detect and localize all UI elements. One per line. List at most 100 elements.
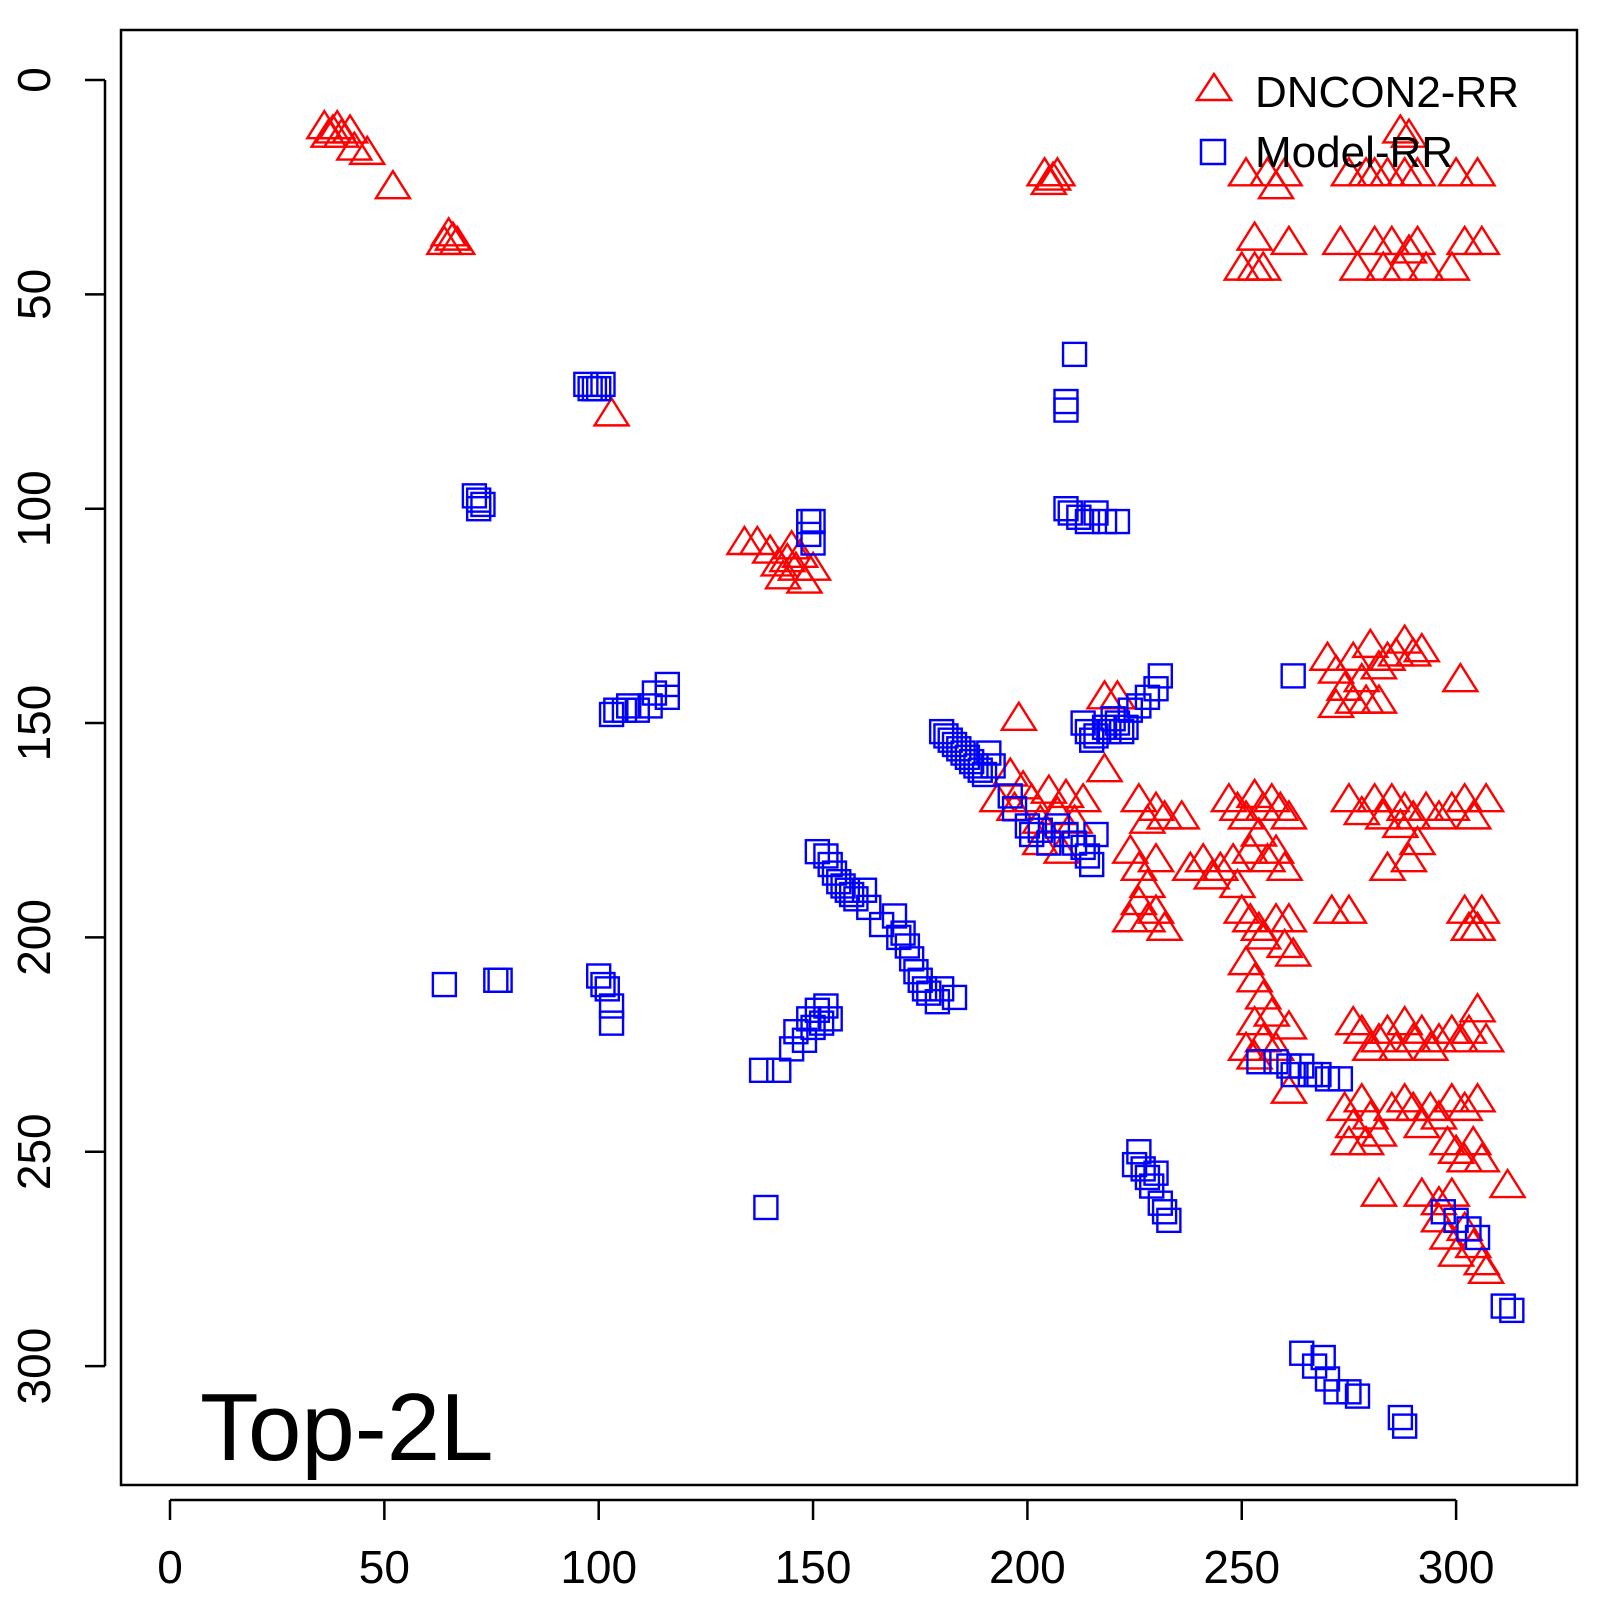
model-rr-point	[1070, 710, 1096, 736]
model-rr-point	[817, 1006, 843, 1032]
model-rr-point	[487, 967, 513, 993]
dncon2-rr-point	[1342, 1013, 1381, 1044]
model-rr-point	[1289, 1340, 1315, 1366]
dncon2-rr-point	[1261, 790, 1300, 821]
model-rr-point	[1074, 718, 1101, 745]
dncon2-rr-point	[1385, 790, 1424, 821]
dncon2-rr-point	[1111, 833, 1150, 864]
plot-frame	[119, 28, 1579, 1487]
model-rr-point	[800, 1014, 826, 1041]
dncon2-rr-point	[592, 396, 631, 427]
model-rr-point	[1083, 500, 1109, 526]
dncon2-rr-point	[793, 550, 833, 581]
model-rr-point	[1126, 1139, 1152, 1165]
dncon2-rr-point	[1445, 1090, 1484, 1122]
model-rr-point	[1104, 508, 1131, 535]
model-rr-point	[1036, 830, 1062, 856]
dncon2-rr-point	[1419, 1202, 1459, 1233]
dncon2-rr-point	[1458, 992, 1497, 1023]
dncon2-rr-point	[1368, 640, 1407, 671]
dncon2-rr-point	[1231, 901, 1270, 933]
dncon2-rr-point	[373, 168, 413, 200]
model-rr-point	[1083, 821, 1109, 848]
dncon2-rr-point	[1029, 164, 1069, 196]
dncon2-rr-point	[1183, 841, 1223, 873]
dncon2-rr-point	[1466, 781, 1506, 813]
model-rr-point	[1301, 1353, 1328, 1379]
model-rr-point	[1027, 817, 1053, 843]
dncon2-rr-point	[1235, 220, 1274, 251]
dncon2-rr-point	[1256, 833, 1296, 864]
dncon2-rr-point	[1436, 156, 1476, 187]
dncon2-rr-point	[1226, 1030, 1266, 1062]
model-rr-point	[830, 873, 856, 899]
model-rr-point	[1014, 813, 1041, 839]
model-rr-point	[890, 920, 916, 946]
x-tick-label: 250	[1203, 1541, 1280, 1593]
model-rr-point	[1018, 821, 1045, 848]
model-rr-point	[933, 723, 959, 749]
dncon2-rr-point	[1269, 799, 1309, 830]
model-rr-point	[808, 1010, 835, 1036]
dncon2-rr-point	[1419, 1022, 1459, 1053]
dncon2-rr-point	[1462, 1142, 1501, 1173]
model-rr-point	[1327, 1066, 1354, 1092]
dncon2-rr-point	[1119, 884, 1159, 916]
dncon2-rr-point	[433, 220, 473, 251]
dncon2-rr-point	[1394, 799, 1433, 830]
model-rr-point	[1151, 1199, 1178, 1225]
model-rr-point	[753, 1194, 779, 1221]
model-rr-point	[976, 740, 1002, 766]
model-rr-point	[1096, 718, 1122, 745]
dncon2-rr-point	[1269, 1009, 1309, 1040]
model-rr-point	[800, 530, 826, 556]
dncon2-rr-point	[335, 130, 374, 161]
model-rr-point	[937, 727, 963, 753]
model-rr-point	[1280, 1061, 1306, 1088]
dncon2-rr-point	[1436, 1133, 1476, 1164]
model-rr-point	[1143, 676, 1169, 702]
dncon2-rr-point	[1394, 636, 1433, 667]
dncon2-rr-point	[1244, 250, 1283, 281]
model-rr-point	[1280, 663, 1306, 689]
model-rr-point	[641, 680, 668, 706]
dncon2-rr-point	[1346, 1124, 1386, 1156]
dncon2-rr-point	[1063, 781, 1103, 813]
model-rr-point	[1130, 1156, 1156, 1182]
legend-label-model: Model-RR	[1255, 128, 1453, 177]
dncon2-rr-point	[763, 559, 803, 590]
dncon2-rr-point	[1458, 156, 1497, 187]
dncon2-rr-point	[1342, 1082, 1381, 1113]
dncon2-rr-point	[1389, 117, 1429, 148]
dncon2-rr-point	[1209, 781, 1249, 813]
dncon2-rr-point	[1111, 901, 1150, 933]
model-rr-point	[1430, 1199, 1456, 1225]
model-rr-point	[1117, 697, 1143, 723]
model-rr-point	[907, 967, 933, 993]
dncon2-rr-point	[1402, 1013, 1441, 1044]
dncon2-rr-point	[1359, 1022, 1399, 1053]
model-rr-point	[941, 731, 968, 758]
dncon2-rr-point	[1239, 816, 1279, 847]
dncon2-rr-point	[1458, 1082, 1497, 1113]
dncon2-rr-point	[1376, 1030, 1416, 1062]
model-rr-point	[924, 989, 951, 1015]
model-rr-point	[1070, 834, 1096, 861]
dncon2-rr-point	[1235, 1004, 1274, 1036]
dncon2-rr-point	[1325, 1090, 1364, 1122]
model-rr-point	[898, 946, 925, 972]
model-rr-point	[1053, 496, 1079, 522]
dncon2-rr-point	[1201, 850, 1240, 882]
model-rr-point	[796, 1006, 822, 1032]
dncon2-rr-point	[1136, 841, 1176, 873]
model-rr-point	[637, 693, 663, 719]
model-rr-point	[1490, 1293, 1516, 1319]
model-rr-point	[594, 976, 620, 1002]
dncon2-rr-point	[1274, 936, 1313, 967]
model-rr-point	[826, 868, 852, 895]
dncon2-rr-point	[1145, 910, 1184, 942]
model-rr-point	[1053, 821, 1079, 848]
dncon2-rr-point	[1218, 867, 1257, 899]
dncon2-rr-point	[1445, 781, 1484, 813]
